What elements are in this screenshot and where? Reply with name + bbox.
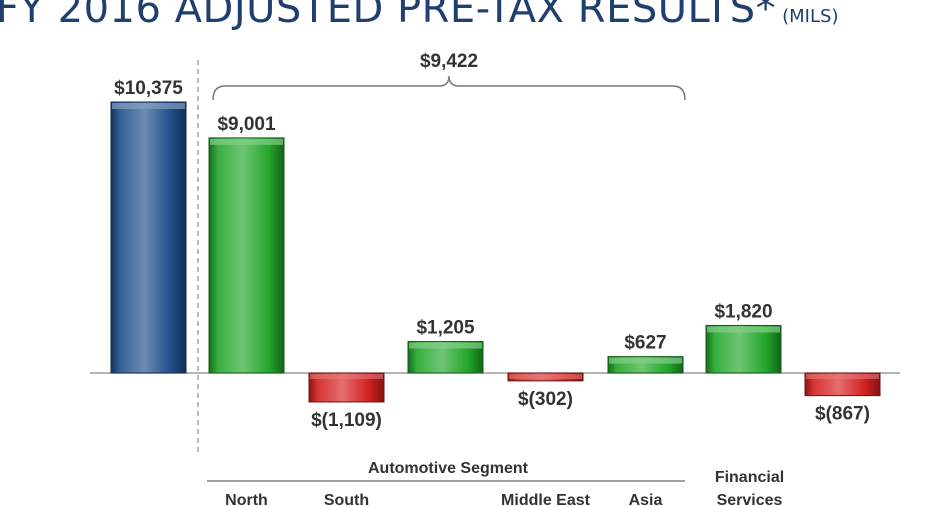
bar-bevel-6 — [707, 326, 780, 333]
chart-title-unit: (MILS) — [782, 6, 839, 27]
bar-bevel-4 — [509, 374, 582, 379]
bar-0 — [110, 101, 187, 374]
bar-value-label-3: $1,205 — [416, 318, 475, 339]
category-label-1: South — [324, 492, 369, 506]
group-label-0: Automotive Segment — [368, 460, 529, 477]
bar-bevel-1 — [210, 138, 283, 145]
category-label-4-line-0: Financial — [715, 469, 784, 486]
bar-value-label-1: $9,001 — [217, 114, 276, 135]
category-label-2: Middle East — [501, 492, 591, 506]
chart-title: FY 2016 ADJUSTED PRE-TAX RESULTS* (MILS) — [0, 0, 838, 32]
bar-6 — [705, 324, 782, 374]
bar-value-label-2: $(1,109) — [311, 410, 382, 431]
bar-value-label-6: $1,820 — [714, 301, 772, 322]
bar-bevel-3 — [409, 342, 482, 349]
bar-value-label-0: $10,375 — [114, 78, 183, 99]
chart-title-text: FY 2016 ADJUSTED PRE-TAX RESULTS* — [0, 0, 777, 32]
bar-value-label-5: $627 — [624, 333, 666, 354]
bar-bevel-0 — [112, 103, 185, 110]
bar-bevel-2 — [310, 374, 383, 379]
bar-value-label-4: $(302) — [518, 389, 573, 410]
bracket-annotation-0 — [212, 75, 686, 101]
bar-bevel-5 — [609, 357, 682, 364]
category-label-0: North — [225, 492, 268, 506]
bar-value-label-7: $(867) — [815, 404, 870, 425]
bracket-annotation-label-0: $9,422 — [420, 51, 478, 72]
category-label-4-line-1: Services — [717, 492, 783, 506]
category-label-3: Asia — [629, 492, 663, 506]
bar-1 — [208, 137, 285, 374]
bar-bevel-7 — [806, 374, 879, 379]
